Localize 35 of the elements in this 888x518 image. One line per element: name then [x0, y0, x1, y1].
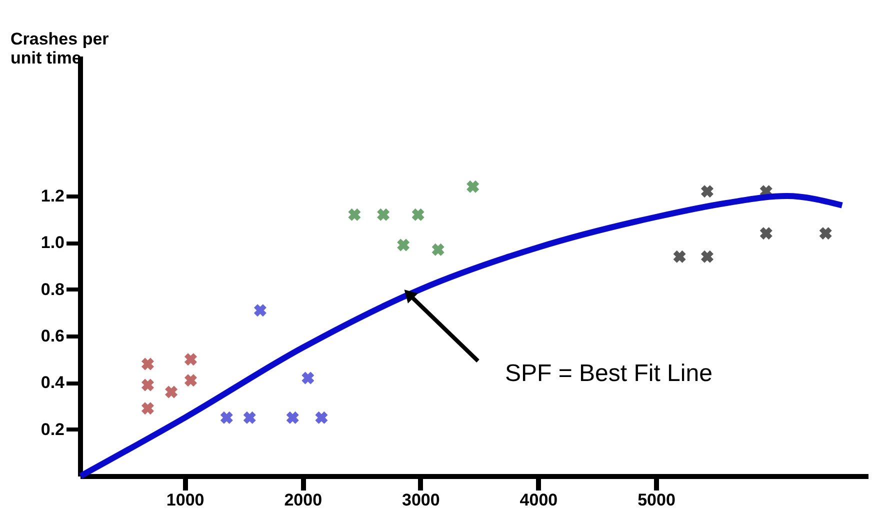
x-tick-label: 3000	[402, 490, 440, 510]
y-tick-label: 0.6	[40, 326, 64, 346]
point	[165, 386, 178, 398]
x-tick-label: 2000	[284, 490, 322, 510]
point	[141, 378, 154, 392]
point	[377, 208, 390, 221]
point	[141, 402, 154, 415]
point	[302, 372, 314, 384]
point	[184, 353, 197, 366]
annotation: SPF = Best Fit Line	[505, 360, 712, 387]
point	[348, 208, 361, 221]
point	[243, 411, 256, 424]
point	[432, 243, 444, 256]
point	[700, 250, 714, 263]
x-tick-label: 4000	[520, 490, 558, 510]
y-tick-label: 0.8	[40, 280, 64, 299]
y-tick-label: 0.2	[40, 420, 64, 439]
y-tick-label: 1.2	[40, 186, 64, 206]
point	[673, 250, 686, 263]
point	[184, 374, 197, 387]
point	[466, 180, 480, 193]
y-tick-label: 0.4	[40, 373, 66, 392]
point	[315, 411, 328, 424]
point	[254, 304, 266, 317]
point	[760, 227, 772, 240]
x-tick-label: 5000	[638, 490, 676, 510]
y-tick-label: 1.0	[40, 233, 64, 252]
point	[286, 411, 299, 424]
point	[220, 411, 233, 424]
point	[700, 185, 714, 198]
point	[397, 238, 410, 252]
point	[819, 227, 832, 240]
x-tick-label: 1000	[166, 490, 204, 510]
point	[141, 358, 154, 370]
point	[412, 208, 424, 221]
